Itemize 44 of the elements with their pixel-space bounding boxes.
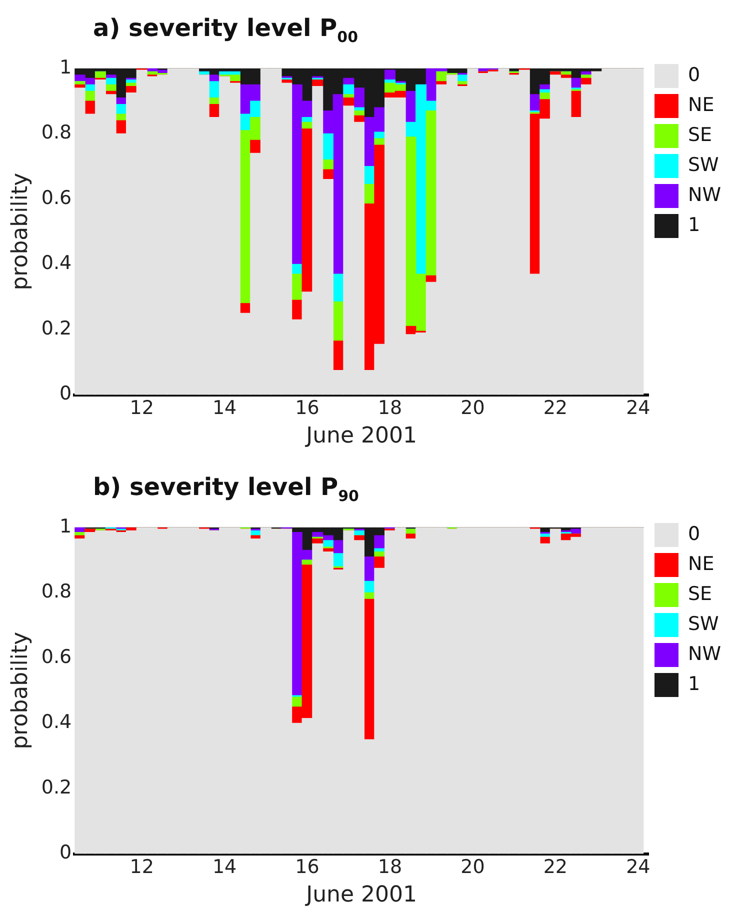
legend-label: NE xyxy=(688,94,714,116)
y-tick-label: 0 xyxy=(60,842,72,864)
y-tick-label: 0 xyxy=(60,382,72,405)
y-tick-label: 0.6 xyxy=(41,646,72,668)
legend-label: SW xyxy=(688,612,720,635)
x-tick-label: 24 xyxy=(626,397,650,420)
y-tick-label: 0.2 xyxy=(41,776,72,798)
x-axis-title: June 2001 xyxy=(304,424,418,449)
x-tick-label: 16 xyxy=(295,397,320,420)
y-tick-label: 1 xyxy=(60,515,72,538)
y-tick-label: 0.4 xyxy=(41,711,72,734)
x-tick-label: 14 xyxy=(212,397,237,420)
legend-label: SE xyxy=(688,124,712,146)
x-tick-label: 18 xyxy=(378,856,402,878)
y-tick-label: 0.8 xyxy=(41,122,72,144)
legend-label: NE xyxy=(688,552,714,575)
legend-label: 1 xyxy=(688,214,700,236)
legend-label: 0 xyxy=(688,522,700,545)
x-axis-title: June 2001 xyxy=(304,882,418,908)
x-tick-label: 24 xyxy=(626,856,650,878)
y-tick-label: 0.4 xyxy=(41,252,72,274)
legend-label: 0 xyxy=(688,64,700,86)
legend-label: NW xyxy=(688,184,722,206)
chart-title: b) severity level P$_{90}$ xyxy=(93,473,359,505)
x-tick-label: 20 xyxy=(460,856,485,878)
y-axis-title: probability xyxy=(8,632,33,750)
legend-label: 1 xyxy=(688,672,700,695)
y-tick-label: 0.8 xyxy=(41,580,72,603)
x-tick-label: 16 xyxy=(295,856,320,878)
x-tick-label: 14 xyxy=(212,856,237,878)
y-tick-label: 0.2 xyxy=(41,317,72,340)
legend-label: NW xyxy=(688,642,722,665)
x-tick-label: 12 xyxy=(130,856,154,878)
x-tick-label: 22 xyxy=(543,856,568,878)
x-tick-label: 18 xyxy=(378,397,402,420)
y-axis-title: probability xyxy=(8,172,33,290)
legend-label: SE xyxy=(688,582,712,605)
legend-label: SW xyxy=(688,154,720,176)
x-tick-label: 20 xyxy=(460,397,485,420)
x-tick-label: 22 xyxy=(543,397,568,420)
y-tick-label: 0.6 xyxy=(41,186,72,209)
chart-title: a) severity level P$_{00}$ xyxy=(93,14,358,46)
x-tick-label: 12 xyxy=(130,397,154,420)
y-tick-label: 1 xyxy=(60,56,72,78)
